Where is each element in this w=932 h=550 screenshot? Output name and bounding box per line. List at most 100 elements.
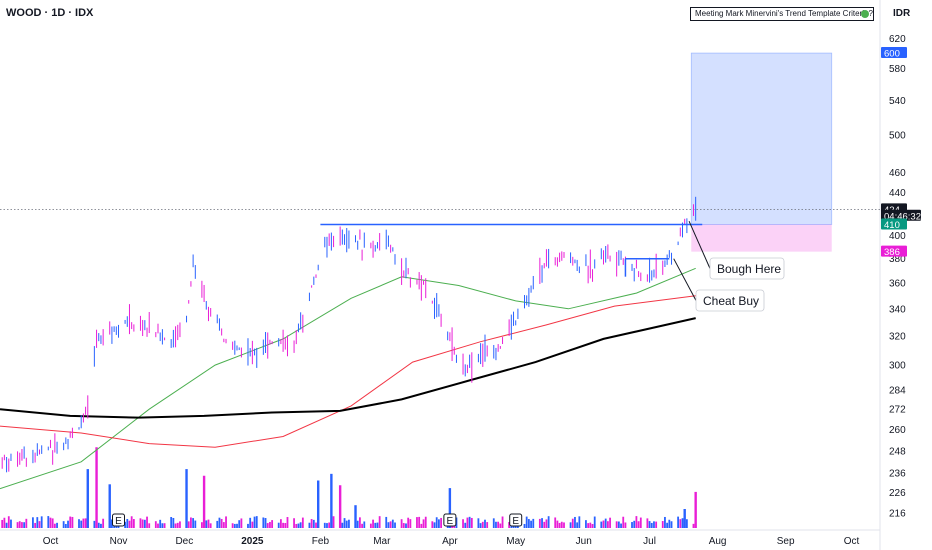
volume-bar-200 — [615, 521, 618, 528]
volume-bar-57 — [174, 523, 177, 528]
volume-bar-52 — [159, 519, 162, 528]
volume-bar-136 — [418, 516, 421, 528]
volume-bar-5 — [16, 522, 19, 528]
volume-bar-129 — [394, 522, 396, 528]
volume-bar-45 — [139, 518, 142, 528]
y-tick-label-8: 360 — [889, 279, 906, 290]
volume-spike-8 — [354, 505, 357, 528]
volume-bar-177 — [543, 521, 546, 528]
volume-bar-205 — [631, 522, 633, 528]
volume-bar-15 — [47, 516, 50, 528]
volume-bar-21 — [64, 523, 67, 528]
volume-spike-11 — [683, 509, 686, 528]
volume-bar-191 — [587, 523, 590, 528]
volume-bar-96 — [295, 523, 298, 528]
volume-bar-8 — [23, 522, 26, 528]
volume-bar-175 — [538, 518, 541, 528]
symbol-title: WOOD · 1D · IDX — [6, 7, 94, 19]
volume-bar-11 — [34, 522, 37, 528]
volume-bar-33 — [100, 523, 102, 528]
volume-bar-156 — [479, 523, 482, 528]
volume-bar-68 — [207, 519, 210, 528]
price-badge-4 — [881, 245, 907, 257]
volume-bar-221 — [679, 519, 682, 528]
volume-bar-160 — [492, 518, 495, 528]
volume-bar-6 — [18, 521, 21, 528]
x-tick-label-12: Oct — [844, 536, 860, 547]
volume-bar-192 — [589, 522, 592, 528]
volume-bar-74 — [225, 516, 227, 528]
trend-template-indicator[interactable]: Meeting Mark Minervini's Trend Template … — [690, 7, 874, 21]
volume-bar-109 — [332, 516, 335, 528]
volume-bar-105 — [323, 522, 326, 528]
volume-bar-23 — [69, 516, 72, 528]
moving-average-2 — [0, 317, 696, 419]
volume-bar-102 — [312, 519, 315, 528]
volume-bar-180 — [554, 517, 557, 528]
volume-bar-113 — [345, 520, 348, 528]
volume-bar-197 — [604, 518, 607, 528]
x-tick-label-6: Apr — [442, 536, 458, 547]
volume-bar-106 — [326, 523, 328, 528]
volume-bar-217 — [666, 522, 669, 528]
volume-spike-0 — [86, 469, 89, 528]
y-tick-label-11: 300 — [889, 361, 906, 372]
volume-bar-127 — [389, 521, 392, 528]
volume-bar-210 — [646, 518, 649, 528]
y-tick-label-9: 340 — [889, 304, 906, 315]
volume-bar-203 — [622, 516, 625, 528]
volume-bar-70 — [216, 520, 219, 528]
volume-bar-174 — [532, 518, 535, 528]
y-tick-label-13: 272 — [889, 405, 906, 416]
volume-bar-34 — [102, 518, 105, 528]
volume-bar-165 — [508, 522, 511, 528]
volume-bar-88 — [269, 521, 271, 528]
volume-bar-161 — [495, 521, 497, 528]
annotation-box-1 — [695, 289, 765, 312]
volume-bar-222 — [681, 518, 684, 528]
volume-bar-162 — [497, 521, 500, 528]
volume-bar-50 — [154, 521, 157, 528]
volume-bar-206 — [633, 520, 636, 528]
volume-bar-4 — [10, 519, 12, 528]
volume-bar-170 — [523, 523, 526, 528]
x-tick-label-3: 2025 — [241, 536, 264, 547]
volume-bar-112 — [343, 518, 346, 528]
price-badge-2 — [881, 209, 921, 221]
volume-bar-150 — [462, 519, 464, 528]
volume-bar-24 — [71, 516, 74, 528]
volume-bar-79 — [240, 518, 243, 528]
volume-bar-13 — [38, 521, 41, 528]
drawn-levels — [320, 223, 703, 277]
stop-zone — [691, 224, 832, 252]
volume-bar-171 — [525, 516, 528, 528]
volume-bar-116 — [356, 520, 359, 528]
volume-bar-198 — [606, 521, 609, 528]
moving-averages — [0, 267, 696, 490]
volume-bar-151 — [464, 522, 467, 528]
price-badge-label-3: 410 — [884, 220, 900, 231]
volume-bar-195 — [600, 521, 603, 528]
currency-label: IDR — [893, 8, 911, 19]
price-badge-0 — [881, 47, 907, 59]
earnings-marker-label-2: E — [512, 516, 519, 527]
volume-bar-28 — [84, 518, 87, 528]
volume-bar-149 — [455, 517, 458, 528]
volume-bar-71 — [218, 517, 221, 528]
volume-bar-17 — [51, 518, 54, 528]
volume-bar-212 — [650, 522, 653, 528]
y-tick-label-12: 284 — [889, 385, 906, 396]
volume-bar-83 — [253, 516, 256, 528]
volume-bar-20 — [62, 521, 65, 528]
annotations: Bough Here Cheat Buy E E E — [112, 220, 785, 527]
volume-bar-91 — [279, 519, 282, 528]
volume-bar-157 — [481, 521, 484, 528]
volume-bar-199 — [609, 517, 611, 528]
volume-bar-214 — [655, 521, 658, 528]
volume-bar-128 — [391, 519, 394, 528]
volume-bar-140 — [431, 521, 434, 528]
x-tick-label-0: Oct — [43, 536, 59, 547]
y-tick-label-7: 380 — [889, 254, 906, 265]
volume-bar-92 — [282, 522, 284, 528]
